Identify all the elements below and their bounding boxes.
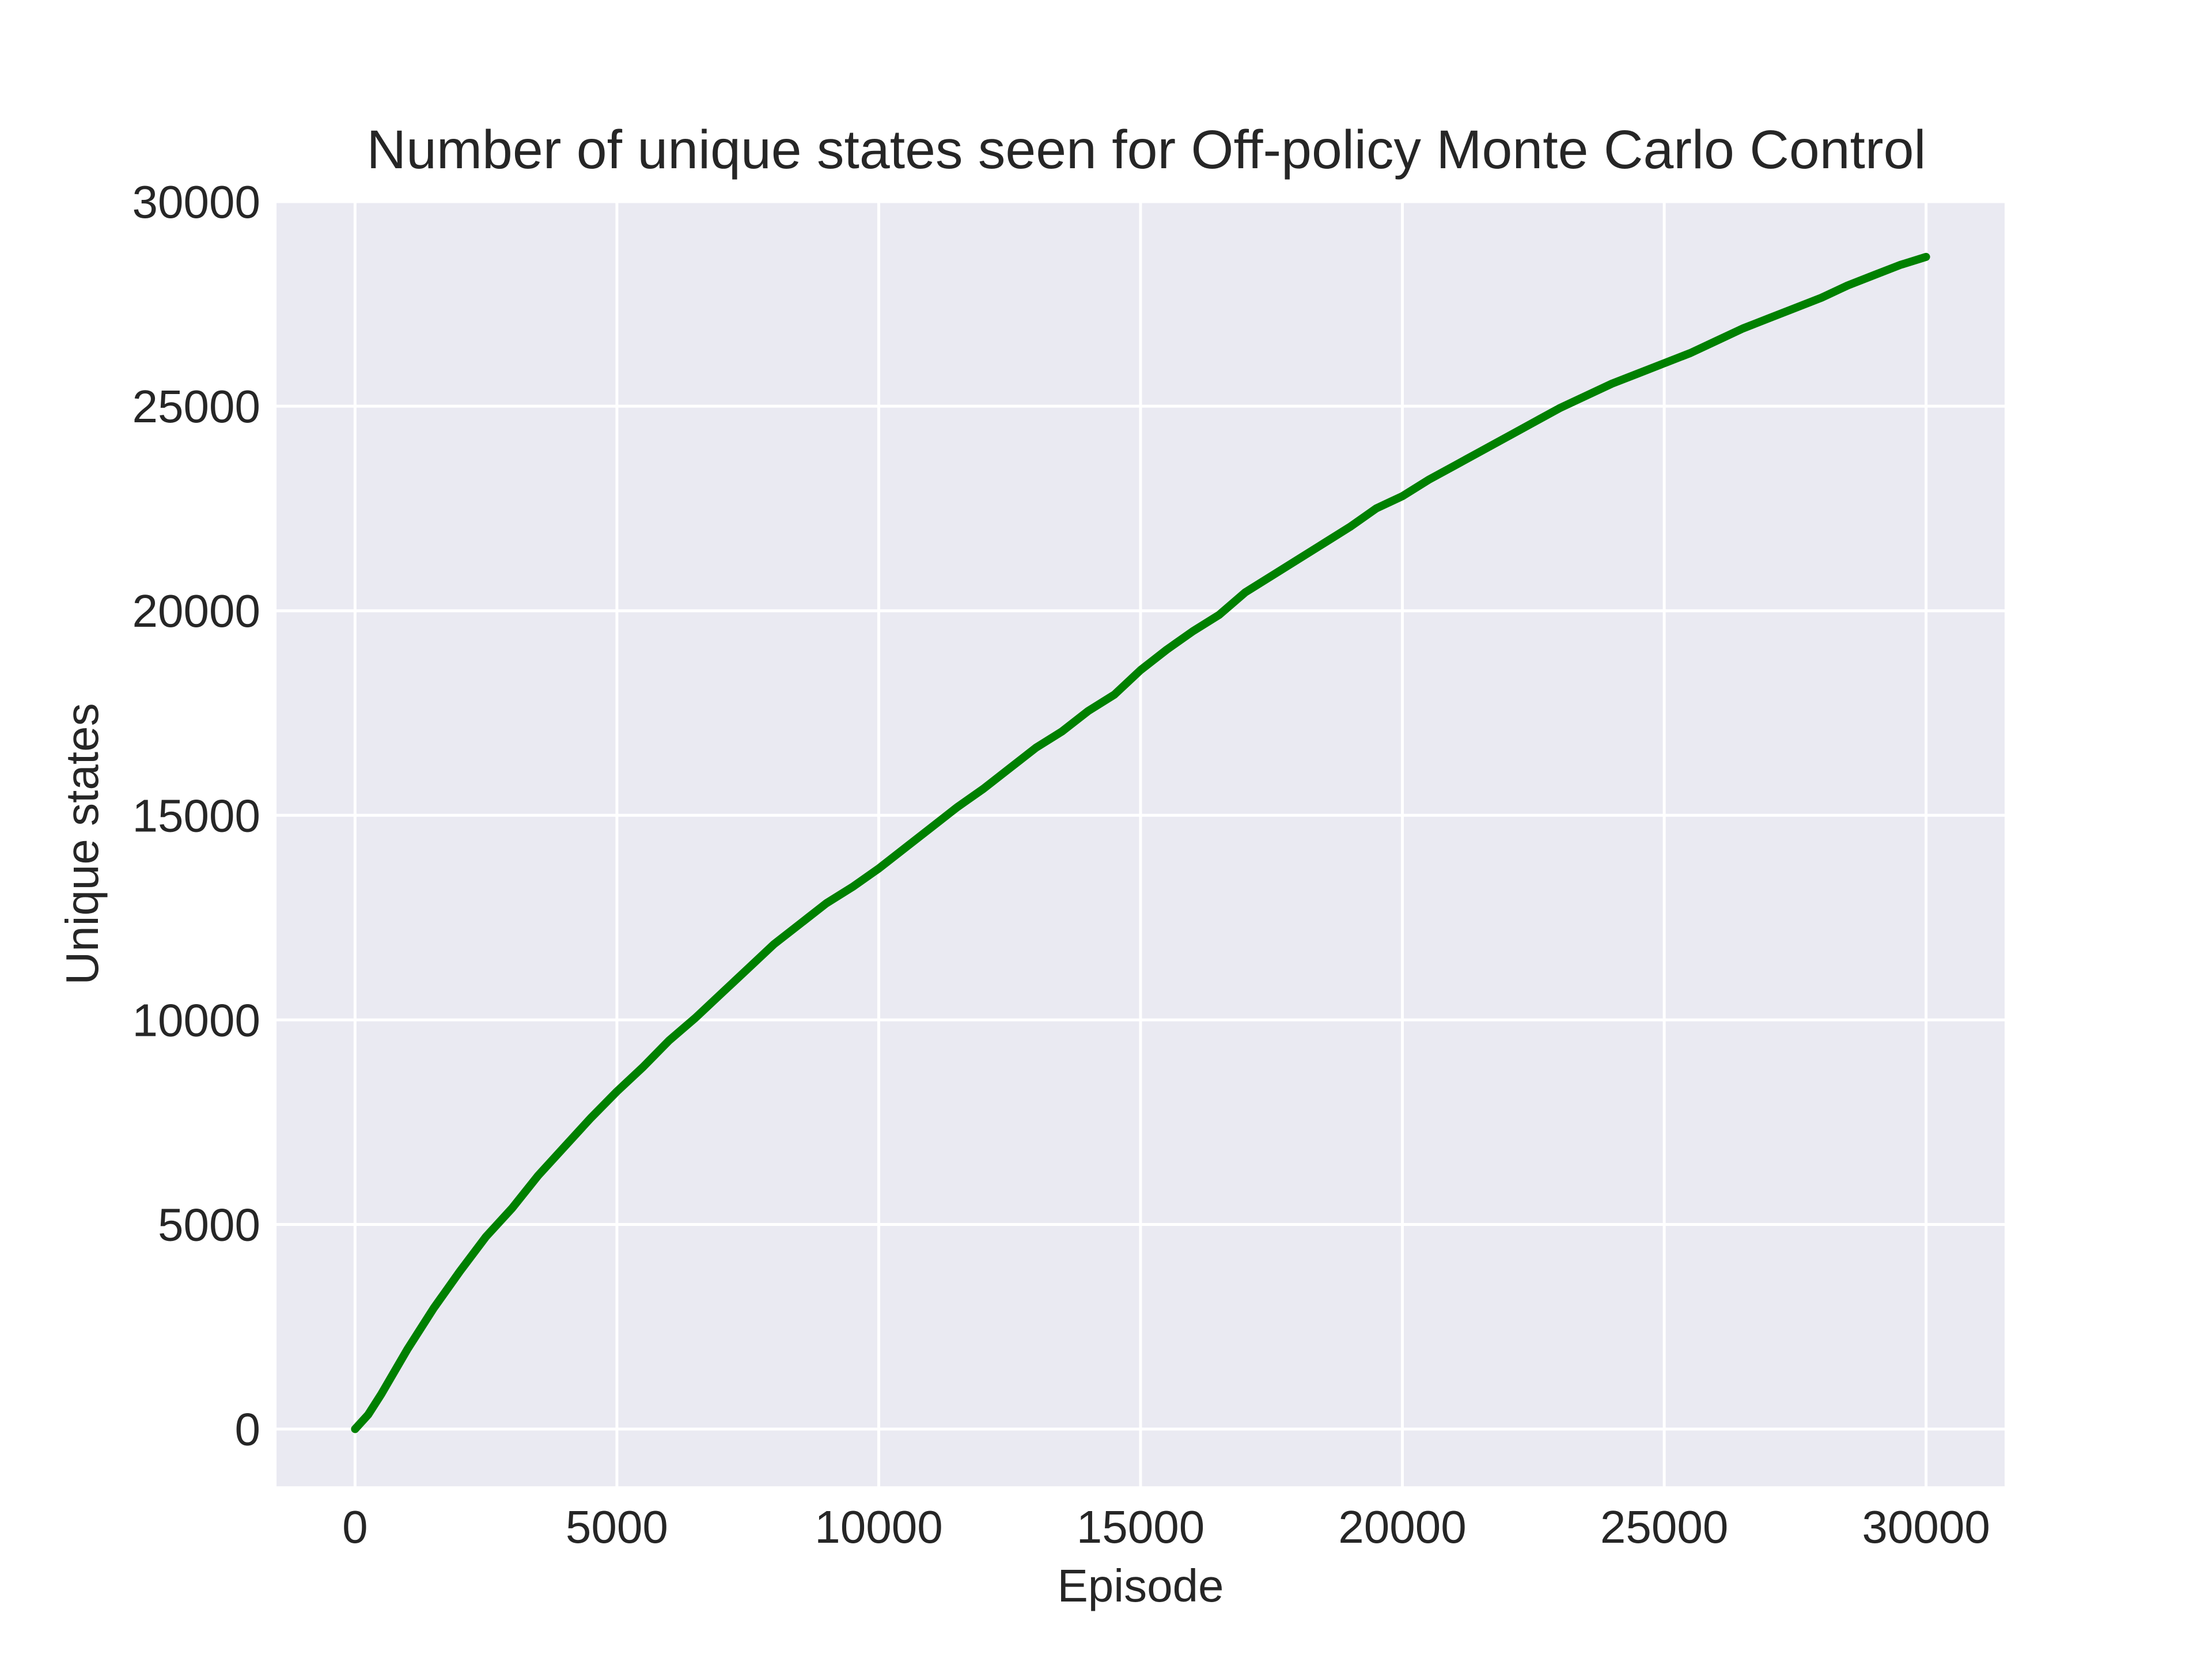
x-tick-label: 15000 (1077, 1501, 1205, 1553)
x-tick-label: 20000 (1338, 1501, 1466, 1553)
y-tick-label: 15000 (132, 790, 260, 841)
y-tick-label: 25000 (132, 381, 260, 432)
chart-title: Number of unique states seen for Off-pol… (366, 119, 1926, 180)
y-tick-label: 30000 (132, 176, 260, 228)
y-tick-label: 10000 (132, 994, 260, 1046)
x-tick-label: 30000 (1862, 1501, 1990, 1553)
y-axis-label: Unique states (56, 703, 108, 985)
x-tick-label: 25000 (1600, 1501, 1728, 1553)
y-tick-label: 5000 (158, 1199, 260, 1250)
x-axis-label: Episode (1057, 1560, 1224, 1611)
y-tick-label: 20000 (132, 585, 260, 637)
series-layer (351, 252, 1930, 1433)
series-line (351, 252, 1930, 1433)
tick-labels: 0 5000 10000 15000 20000 25000 30000 0 5000 10000… (132, 176, 1990, 1553)
x-tick-label: 10000 (815, 1501, 942, 1553)
grid-lines (276, 200, 2005, 1486)
x-tick-label: 5000 (566, 1501, 668, 1553)
y-tick-label: 0 (235, 1404, 261, 1455)
x-tick-label: 0 (342, 1501, 368, 1553)
